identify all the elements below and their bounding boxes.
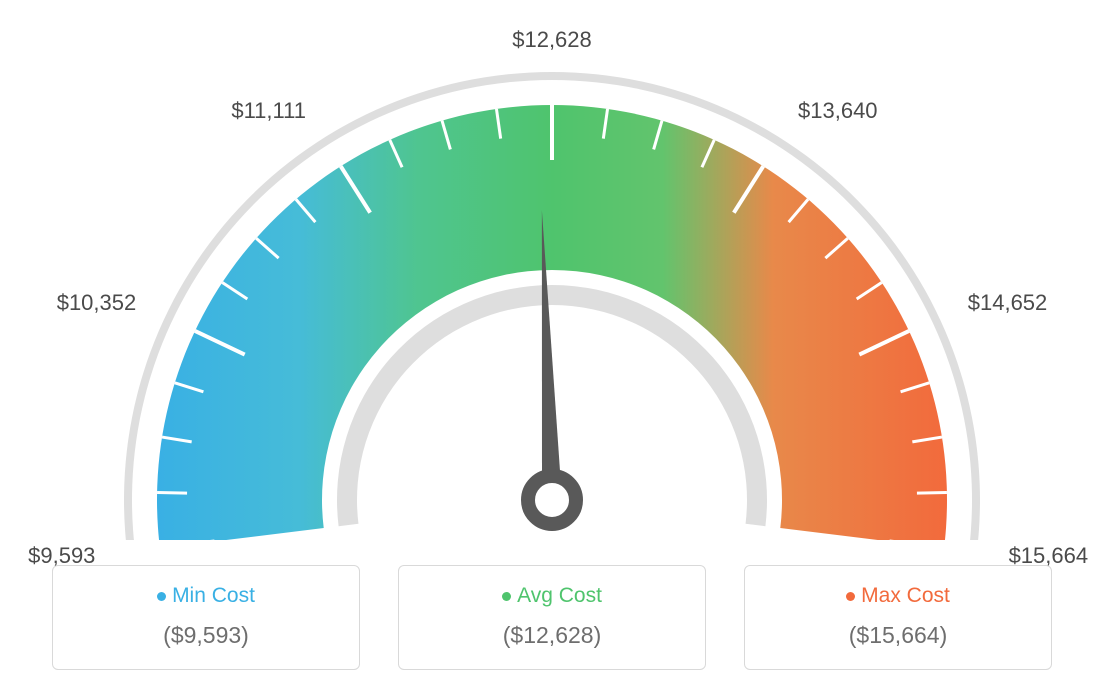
legend-dot-avg xyxy=(502,592,511,601)
gauge-tick-label: $13,640 xyxy=(798,98,878,124)
legend-card-min: Min Cost ($9,593) xyxy=(52,565,360,670)
legend-title-min-text: Min Cost xyxy=(172,584,255,607)
gauge-tick-label: $12,628 xyxy=(512,27,592,53)
gauge-svg xyxy=(52,20,1052,540)
legend-title-avg: Avg Cost xyxy=(399,584,705,608)
legend-card-avg: Avg Cost ($12,628) xyxy=(398,565,706,670)
gauge-container: $9,593$10,352$11,111$12,628$13,640$14,65… xyxy=(52,20,1052,540)
legend-title-max-text: Max Cost xyxy=(861,584,950,607)
legend-card-max: Max Cost ($15,664) xyxy=(744,565,1052,670)
legend-dot-min xyxy=(157,592,166,601)
legend-title-min: Min Cost xyxy=(53,584,359,608)
legend-value-max: ($15,664) xyxy=(745,622,1051,649)
gauge-tick-label: $14,652 xyxy=(968,290,1048,316)
gauge-tick-label: $10,352 xyxy=(57,290,137,316)
legend-dot-max xyxy=(846,592,855,601)
legend-title-avg-text: Avg Cost xyxy=(517,584,602,607)
gauge-tick-label: $11,111 xyxy=(231,98,306,124)
legend-value-min: ($9,593) xyxy=(53,622,359,649)
legend-row: Min Cost ($9,593) Avg Cost ($12,628) Max… xyxy=(52,565,1052,670)
legend-title-max: Max Cost xyxy=(745,584,1051,608)
legend-value-avg: ($12,628) xyxy=(399,622,705,649)
